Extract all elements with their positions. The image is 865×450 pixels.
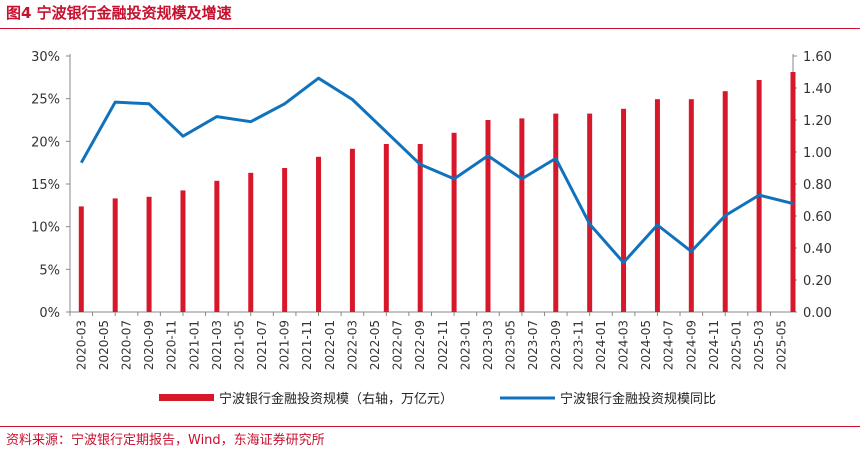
title-divider bbox=[0, 28, 860, 29]
bar-mark bbox=[112, 198, 118, 312]
bar-mark bbox=[553, 113, 559, 312]
x-tick-label: 2024-05 bbox=[639, 320, 653, 370]
x-tick-label: 2025-05 bbox=[775, 320, 789, 370]
x-tick-label: 2022-07 bbox=[391, 320, 405, 370]
x-tick-label: 2025-01 bbox=[730, 320, 744, 370]
legend-bar-label: 宁波银行金融投资规模（右轴，万亿元） bbox=[219, 391, 453, 407]
x-tick-label: 2021-07 bbox=[255, 320, 269, 370]
y-right-tick-label: 0.20 bbox=[803, 274, 832, 289]
bar-mark bbox=[587, 113, 593, 312]
bar-mark bbox=[621, 108, 627, 312]
bar-mark bbox=[688, 99, 694, 312]
figure-title: 图4 宁波银行金融投资规模及增速 bbox=[6, 4, 232, 22]
x-tick-label: 2023-05 bbox=[504, 320, 518, 370]
legend-line-label: 宁波银行金融投资规模同比 bbox=[560, 391, 716, 407]
x-tick-label: 2021-11 bbox=[300, 320, 314, 370]
x-tick-label: 2022-01 bbox=[323, 320, 337, 370]
bar-mark bbox=[485, 120, 491, 312]
y-left-tick-label: 20% bbox=[31, 135, 60, 150]
y-right-tick-label: 0.60 bbox=[803, 210, 832, 225]
x-tick-label: 2021-01 bbox=[187, 320, 201, 370]
bar-mark bbox=[417, 144, 423, 312]
x-tick-label: 2025-03 bbox=[752, 320, 766, 370]
chart-legend: 宁波银行金融投资规模（右轴，万亿元） 宁波银行金融投资规模同比 bbox=[159, 391, 716, 407]
x-tick-label: 2023-09 bbox=[549, 320, 563, 370]
y-left-tick-label: 5% bbox=[39, 263, 60, 278]
source-note: 资料来源：宁波银行定期报告，Wind，东海证券研究所 bbox=[6, 433, 325, 448]
bar-mark bbox=[349, 148, 355, 312]
bar-series bbox=[78, 72, 796, 313]
x-tick-label: 2022-03 bbox=[345, 320, 359, 370]
y-right-tick-label: 1.00 bbox=[803, 146, 832, 161]
x-tick-label: 2020-05 bbox=[97, 320, 111, 370]
y-left-tick-label: 30% bbox=[31, 50, 60, 65]
bar-mark bbox=[282, 168, 288, 312]
x-tick-label: 2020-11 bbox=[165, 320, 179, 370]
x-tick-label: 2023-01 bbox=[458, 320, 472, 370]
x-tick-label: 2024-09 bbox=[684, 320, 698, 370]
bar-mark bbox=[790, 72, 796, 312]
bar-mark bbox=[78, 206, 84, 312]
legend-bar-swatch bbox=[159, 394, 214, 401]
bar-mark bbox=[316, 156, 322, 312]
bar-mark bbox=[519, 118, 525, 313]
growth-line bbox=[79, 76, 794, 264]
x-tick-label: 2024-07 bbox=[662, 320, 676, 370]
x-tick-label: 2022-09 bbox=[413, 320, 427, 370]
x-tick-label: 2020-07 bbox=[119, 320, 133, 370]
y-right-tick-label: 0.00 bbox=[803, 306, 832, 321]
chart-svg: 0% 5% 10% 15% 20% 25% 30% 0.00 0.20 0.40 0.60 0.80 1… bbox=[31, 50, 832, 407]
y-left-tick-label: 0% bbox=[39, 306, 60, 321]
y-left-tick-label: 10% bbox=[31, 221, 60, 236]
x-tick-label: 2021-09 bbox=[278, 320, 292, 370]
bar-mark bbox=[654, 99, 660, 312]
bar-mark bbox=[451, 132, 457, 312]
bar-mark bbox=[214, 180, 220, 312]
x-tick-label: 2022-11 bbox=[436, 320, 450, 370]
x-tick-label: 2020-03 bbox=[74, 320, 88, 370]
y-right-tick-label: 0.40 bbox=[803, 242, 832, 257]
bar-mark bbox=[383, 144, 389, 312]
x-tick-label: 2023-07 bbox=[526, 320, 540, 370]
x-tick-label: 2021-05 bbox=[232, 320, 246, 370]
bar-mark bbox=[146, 196, 152, 312]
y-right-tick-label: 1.60 bbox=[803, 50, 832, 65]
y-left-tick-label: 15% bbox=[31, 178, 60, 193]
bar-mark bbox=[180, 190, 186, 312]
y-left-tick-label: 25% bbox=[31, 93, 60, 108]
x-tick-label: 2023-11 bbox=[571, 320, 585, 370]
x-tick-label: 2021-03 bbox=[210, 320, 224, 370]
y-right-tick-label: 0.80 bbox=[803, 178, 832, 193]
y-right-tick-label: 1.20 bbox=[803, 114, 832, 129]
bar-mark bbox=[248, 172, 254, 312]
line-series bbox=[79, 76, 794, 264]
chart-axes: 0% 5% 10% 15% 20% 25% 30% 0.00 0.20 0.40 0.60 0.80 1… bbox=[31, 50, 832, 370]
x-tick-label: 2022-05 bbox=[368, 320, 382, 370]
x-tick-label: 2020-09 bbox=[142, 320, 156, 370]
x-tick-label: 2023-03 bbox=[481, 320, 495, 370]
bar-mark bbox=[722, 91, 728, 312]
source-divider bbox=[0, 426, 860, 427]
x-tick-label: 2024-03 bbox=[617, 320, 631, 370]
x-tick-label: 2024-11 bbox=[707, 320, 721, 370]
x-tick-label: 2024-01 bbox=[594, 320, 608, 370]
y-right-tick-label: 1.40 bbox=[803, 82, 832, 97]
